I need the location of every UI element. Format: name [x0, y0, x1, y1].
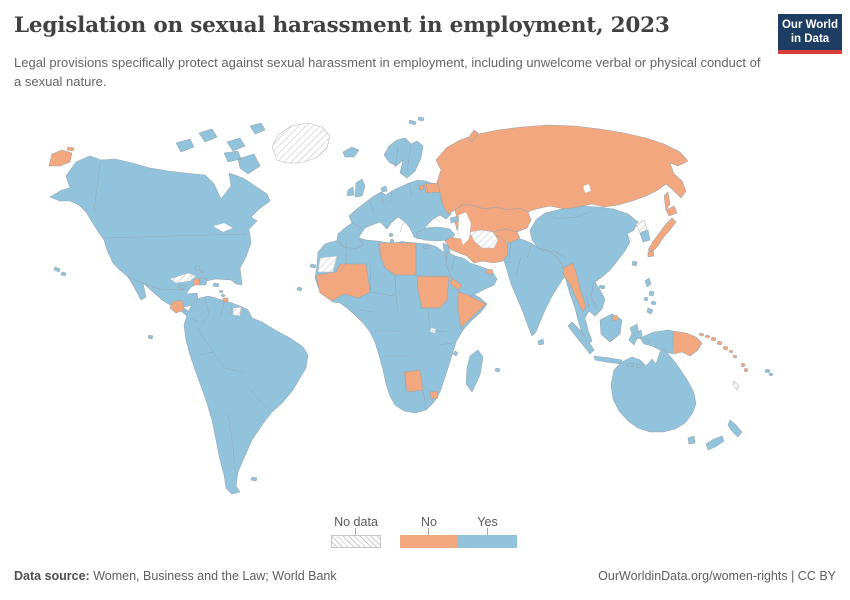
country-united-kingdom[interactable]: [354, 178, 366, 198]
borders-north-america: [93, 162, 247, 291]
legend-no-label: No: [421, 515, 437, 529]
borders-asia: [451, 210, 633, 310]
country-solomon-islands[interactable]: [698, 332, 738, 359]
country-western-sahara[interactable]: [317, 255, 338, 273]
country-russia-kaliningrad[interactable]: [418, 184, 425, 191]
country-botswana[interactable]: [403, 369, 424, 393]
lake-baikal: [582, 183, 592, 194]
data-source-value: Women, Business and the Law; World Bank: [89, 569, 337, 583]
owid-logo-line2: in Data: [790, 33, 830, 46]
caspian-sea: [457, 211, 472, 246]
page-subtitle: Legal provisions specifically protect ag…: [14, 55, 761, 89]
country-tasmania[interactable]: [687, 435, 696, 445]
country-java[interactable]: [593, 355, 623, 365]
page-title: Legislation on sexual harassment in empl…: [14, 13, 670, 38]
country-belarus[interactable]: [423, 182, 441, 194]
country-madagascar[interactable]: [465, 349, 484, 393]
country-sumatra[interactable]: [567, 321, 595, 355]
country-australia[interactable]: [610, 348, 697, 433]
country-haiti[interactable]: [192, 277, 201, 286]
country-papua-new-guinea[interactable]: [672, 330, 703, 357]
country-south-korea[interactable]: [639, 229, 651, 243]
country-greenland[interactable]: [271, 122, 331, 164]
legend-yes-label: Yes: [477, 515, 498, 529]
country-philippines[interactable]: [643, 277, 657, 315]
country-north-korea[interactable]: [635, 219, 648, 234]
borders-south-america: [189, 298, 268, 472]
country-somalia[interactable]: [457, 291, 487, 329]
country-russia-chukotka[interactable]: [48, 146, 75, 167]
legend-tick-yes: [487, 528, 488, 535]
country-guatemala[interactable]: [169, 299, 185, 314]
data-source-label: Data source:: [14, 569, 90, 583]
country-brunei[interactable]: [611, 314, 619, 322]
country-east-southeast-asia[interactable]: [529, 205, 639, 345]
country-south-america[interactable]: [183, 295, 309, 495]
country-eswatini[interactable]: [429, 390, 439, 400]
great-lakes: [212, 222, 234, 233]
country-qatar-uae[interactable]: [485, 268, 494, 276]
country-scandinavia[interactable]: [383, 137, 424, 179]
country-eritrea-djibouti[interactable]: [449, 277, 463, 291]
legend-tick-no: [428, 528, 429, 535]
country-vanuatu[interactable]: [740, 362, 749, 373]
country-turkmenistan[interactable]: [469, 229, 499, 249]
country-west-new-guinea[interactable]: [633, 329, 674, 355]
country-borneo[interactable]: [599, 313, 623, 343]
borders-africa: [339, 241, 453, 410]
legend-swatch-no[interactable]: [400, 535, 458, 548]
country-new-zealand[interactable]: [705, 419, 743, 451]
borders-europe: [351, 143, 441, 233]
country-dominican-republic[interactable]: [199, 277, 208, 286]
lake-victoria: [429, 327, 437, 334]
country-iceland[interactable]: [342, 146, 360, 158]
country-north-america[interactable]: [49, 155, 271, 334]
owid-logo[interactable]: Our World in Data: [778, 14, 842, 54]
country-cuba[interactable]: [169, 272, 197, 284]
country-new-caledonia[interactable]: [732, 380, 740, 391]
legend-swatch-no-data[interactable]: [331, 535, 381, 548]
country-mauritania-mali-senegal[interactable]: [315, 263, 371, 302]
country-japan[interactable]: [647, 205, 678, 258]
legend-tick-no-data: [355, 528, 356, 535]
legend-swatch-yes[interactable]: [458, 535, 517, 548]
country-trinidad[interactable]: [222, 297, 229, 303]
footer-link[interactable]: OurWorldinData.org/women-rights | CC BY: [598, 569, 836, 583]
country-russia-sakhalin[interactable]: [663, 191, 671, 211]
country-canada-arctic-islands[interactable]: [175, 122, 266, 175]
legend-no-data-label: No data: [334, 515, 378, 529]
country-europe-mainland[interactable]: [336, 179, 452, 250]
footer: Data source: Women, Business and the Law…: [14, 569, 836, 583]
country-ireland[interactable]: [346, 186, 355, 197]
country-russia-novaya-zemlya[interactable]: [467, 129, 479, 143]
data-source: Data source: Women, Business and the Law…: [14, 569, 337, 583]
country-denmark[interactable]: [380, 185, 388, 193]
country-sudan[interactable]: [416, 275, 450, 309]
country-suriname[interactable]: [232, 306, 242, 317]
country-myanmar[interactable]: [562, 262, 587, 313]
owid-logo-line1: Our World: [781, 19, 838, 31]
